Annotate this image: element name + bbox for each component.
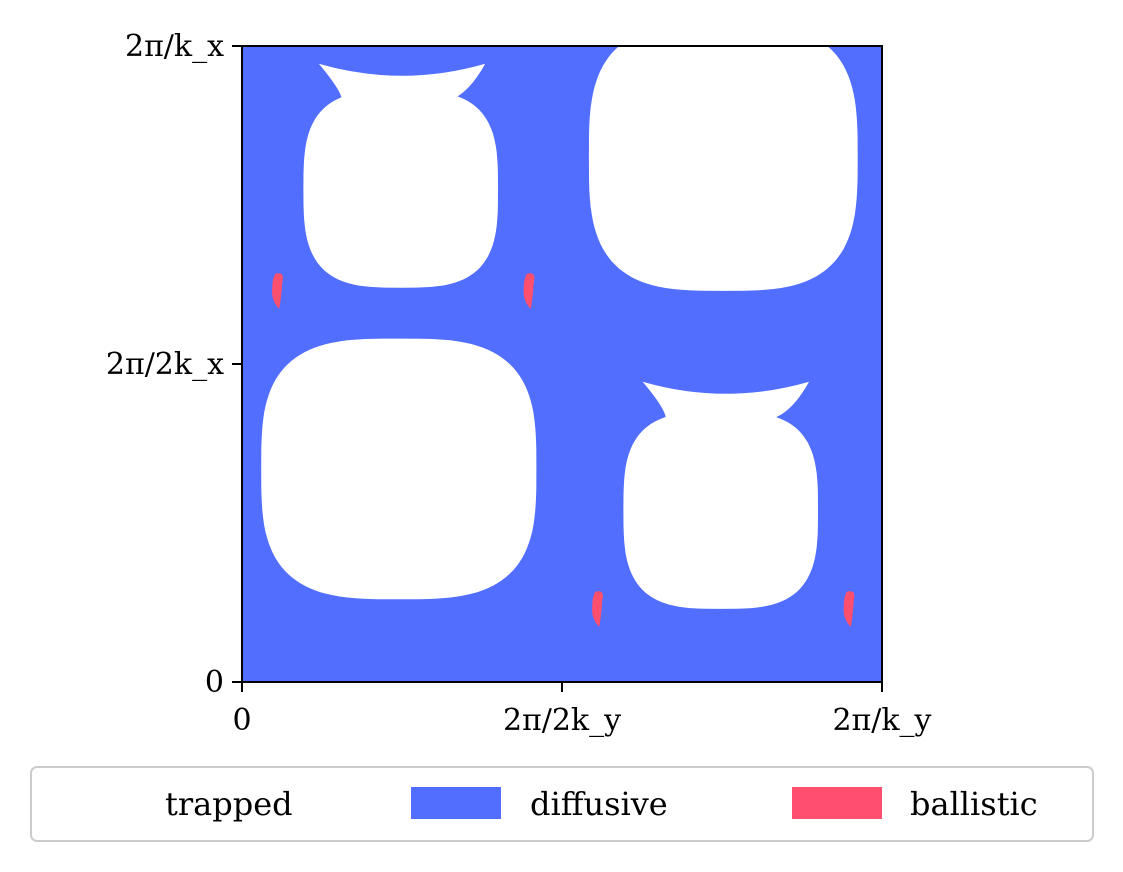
trapped-region	[303, 90, 498, 288]
x-tick-label: 0	[232, 703, 251, 738]
legend-swatch-ballistic	[792, 787, 882, 819]
trapped-region	[623, 411, 818, 609]
regions-layer	[261, 46, 858, 627]
y-tick-label: 0	[205, 665, 224, 700]
x-axis-ticks: 0 2π/2k_y 2π/k_y	[232, 682, 932, 738]
x-tick-label: 2π/k_y	[832, 703, 931, 738]
ballistic-region	[843, 591, 855, 627]
legend-swatch-diffusive	[411, 787, 501, 819]
ballistic-region	[592, 591, 603, 627]
legend-frame	[30, 766, 1094, 842]
legend-label-trapped: trapped	[165, 785, 293, 823]
trapped-region	[588, 46, 858, 291]
x-tick-label: 2π/2k_y	[503, 703, 621, 738]
legend: trapped diffusive ballistic	[30, 766, 1094, 842]
legend-label-diffusive: diffusive	[530, 785, 668, 823]
legend-swatch-trapped	[60, 787, 150, 819]
y-tick-label: 2π/2k_x	[106, 347, 224, 382]
plot-area	[241, 45, 883, 683]
ballistic-region	[523, 273, 535, 309]
ballistic-region	[272, 273, 283, 309]
trapped-region	[642, 381, 810, 423]
trapped-region	[318, 63, 486, 105]
y-axis-ticks: 0 2π/2k_x 2π/k_x	[106, 29, 242, 700]
trapped-region	[261, 338, 537, 600]
legend-label-ballistic: ballistic	[910, 785, 1038, 823]
y-tick-label: 2π/k_x	[125, 29, 224, 64]
